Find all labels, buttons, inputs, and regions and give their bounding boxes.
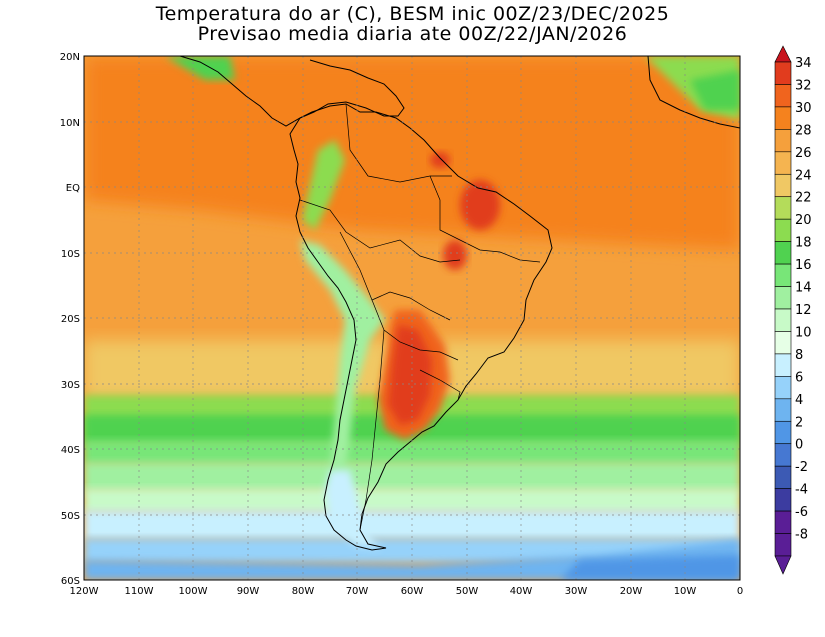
colorbar-label: 4 <box>795 393 803 408</box>
colorbar-swatch <box>774 106 792 130</box>
colorbar-label: 8 <box>795 348 803 363</box>
colorbar-label: 28 <box>795 123 812 138</box>
colorbar-swatch <box>774 173 792 198</box>
lon-tick-label: 100W <box>179 586 208 597</box>
lat-tick-label: 20S <box>61 314 80 325</box>
lon-tick-label: 10W <box>674 586 697 597</box>
colorbar-swatch <box>774 443 792 467</box>
lat-tick-label: 20N <box>60 52 80 63</box>
map-title-line-2: Previsao media diaria ate 00Z/22/JAN/202… <box>197 23 628 45</box>
colorbar-swatch <box>774 398 792 422</box>
colorbar-swatch <box>774 308 792 332</box>
colorbar-swatch <box>774 533 792 557</box>
colorbar-label: 12 <box>795 303 812 318</box>
coastlines <box>179 55 741 551</box>
lon-tick-label: 30W <box>565 586 588 597</box>
colorbar-label: -6 <box>795 505 808 520</box>
colorbar-swatch <box>774 218 792 242</box>
colorbar-swatch <box>774 151 792 175</box>
lon-tick-label: 60W <box>401 586 424 597</box>
colorbar-label: 18 <box>795 236 812 251</box>
colorbar-label: -8 <box>795 528 808 543</box>
lon-tick-label: 110W <box>125 586 154 597</box>
colorbar-swatch <box>774 376 792 400</box>
colorbar-swatch <box>774 488 792 512</box>
lon-tick-label: 120W <box>70 586 99 597</box>
colorbar-label: 6 <box>795 370 803 385</box>
colorbar-swatch <box>774 353 792 377</box>
colorbar-swatch <box>774 241 792 265</box>
grid-lines <box>84 56 740 580</box>
lon-tick-label: 20W <box>620 586 643 597</box>
country-borders <box>299 103 541 531</box>
lon-tick-label: 50W <box>456 586 479 597</box>
lon-tick-label: 40W <box>510 586 533 597</box>
colorbar-label: 24 <box>795 168 812 183</box>
colorbar-label: 30 <box>795 101 812 116</box>
colorbar-label: 10 <box>795 325 812 340</box>
lon-tick-label: 90W <box>237 586 260 597</box>
colorbar-swatch <box>774 286 792 310</box>
map-frame <box>83 55 741 581</box>
lat-tick-label: 60S <box>61 576 80 587</box>
lat-tick-label: 10S <box>61 249 80 260</box>
colorbar-swatch <box>774 510 792 534</box>
colorbar-swatch <box>774 465 792 489</box>
colorbar-swatch <box>774 129 792 153</box>
colorbar-swatch <box>774 196 792 220</box>
longitude-axis: 120W 110W 100W 90W 80W 70W 60W 50W 40W 3… <box>70 586 744 597</box>
colorbar-label: 32 <box>795 78 812 93</box>
latitude-axis: 20N 10N EQ 10S 20S 30S 40S 50S 60S <box>60 52 80 587</box>
colorbar-label: 16 <box>795 258 812 273</box>
colorbar-min-arrow <box>774 555 792 575</box>
lon-tick-label: 70W <box>346 586 369 597</box>
lon-tick-label: 0 <box>737 586 743 597</box>
colorbar-swatch <box>774 61 792 85</box>
colorbar-label: 14 <box>795 281 812 296</box>
colorbar-max-arrow <box>774 45 792 63</box>
lat-tick-label: 40S <box>61 445 80 456</box>
colorbar-label: 26 <box>795 146 812 161</box>
colorbar-label: 20 <box>795 213 812 228</box>
colorbar-label: -4 <box>795 483 808 498</box>
colorbar-label: 22 <box>795 191 812 206</box>
lat-tick-label: 30S <box>61 380 80 391</box>
colorbar-label: -2 <box>795 460 808 475</box>
colorbar-label: 2 <box>795 415 803 430</box>
colorbar-swatch <box>774 84 792 108</box>
colorbar-swatch <box>774 263 792 287</box>
colorbar-swatch <box>774 420 792 445</box>
map-title-line-1: Temperatura do ar (C), BESM inic 00Z/23/… <box>155 3 670 25</box>
colorbar-label: 34 <box>795 56 812 71</box>
colorbar-swatch <box>774 331 792 355</box>
colorbar-label: 0 <box>795 438 803 453</box>
lat-tick-label: 10N <box>60 118 80 129</box>
lat-tick-label: EQ <box>66 183 80 194</box>
lon-tick-label: 80W <box>292 586 315 597</box>
lat-tick-label: 50S <box>61 511 80 522</box>
